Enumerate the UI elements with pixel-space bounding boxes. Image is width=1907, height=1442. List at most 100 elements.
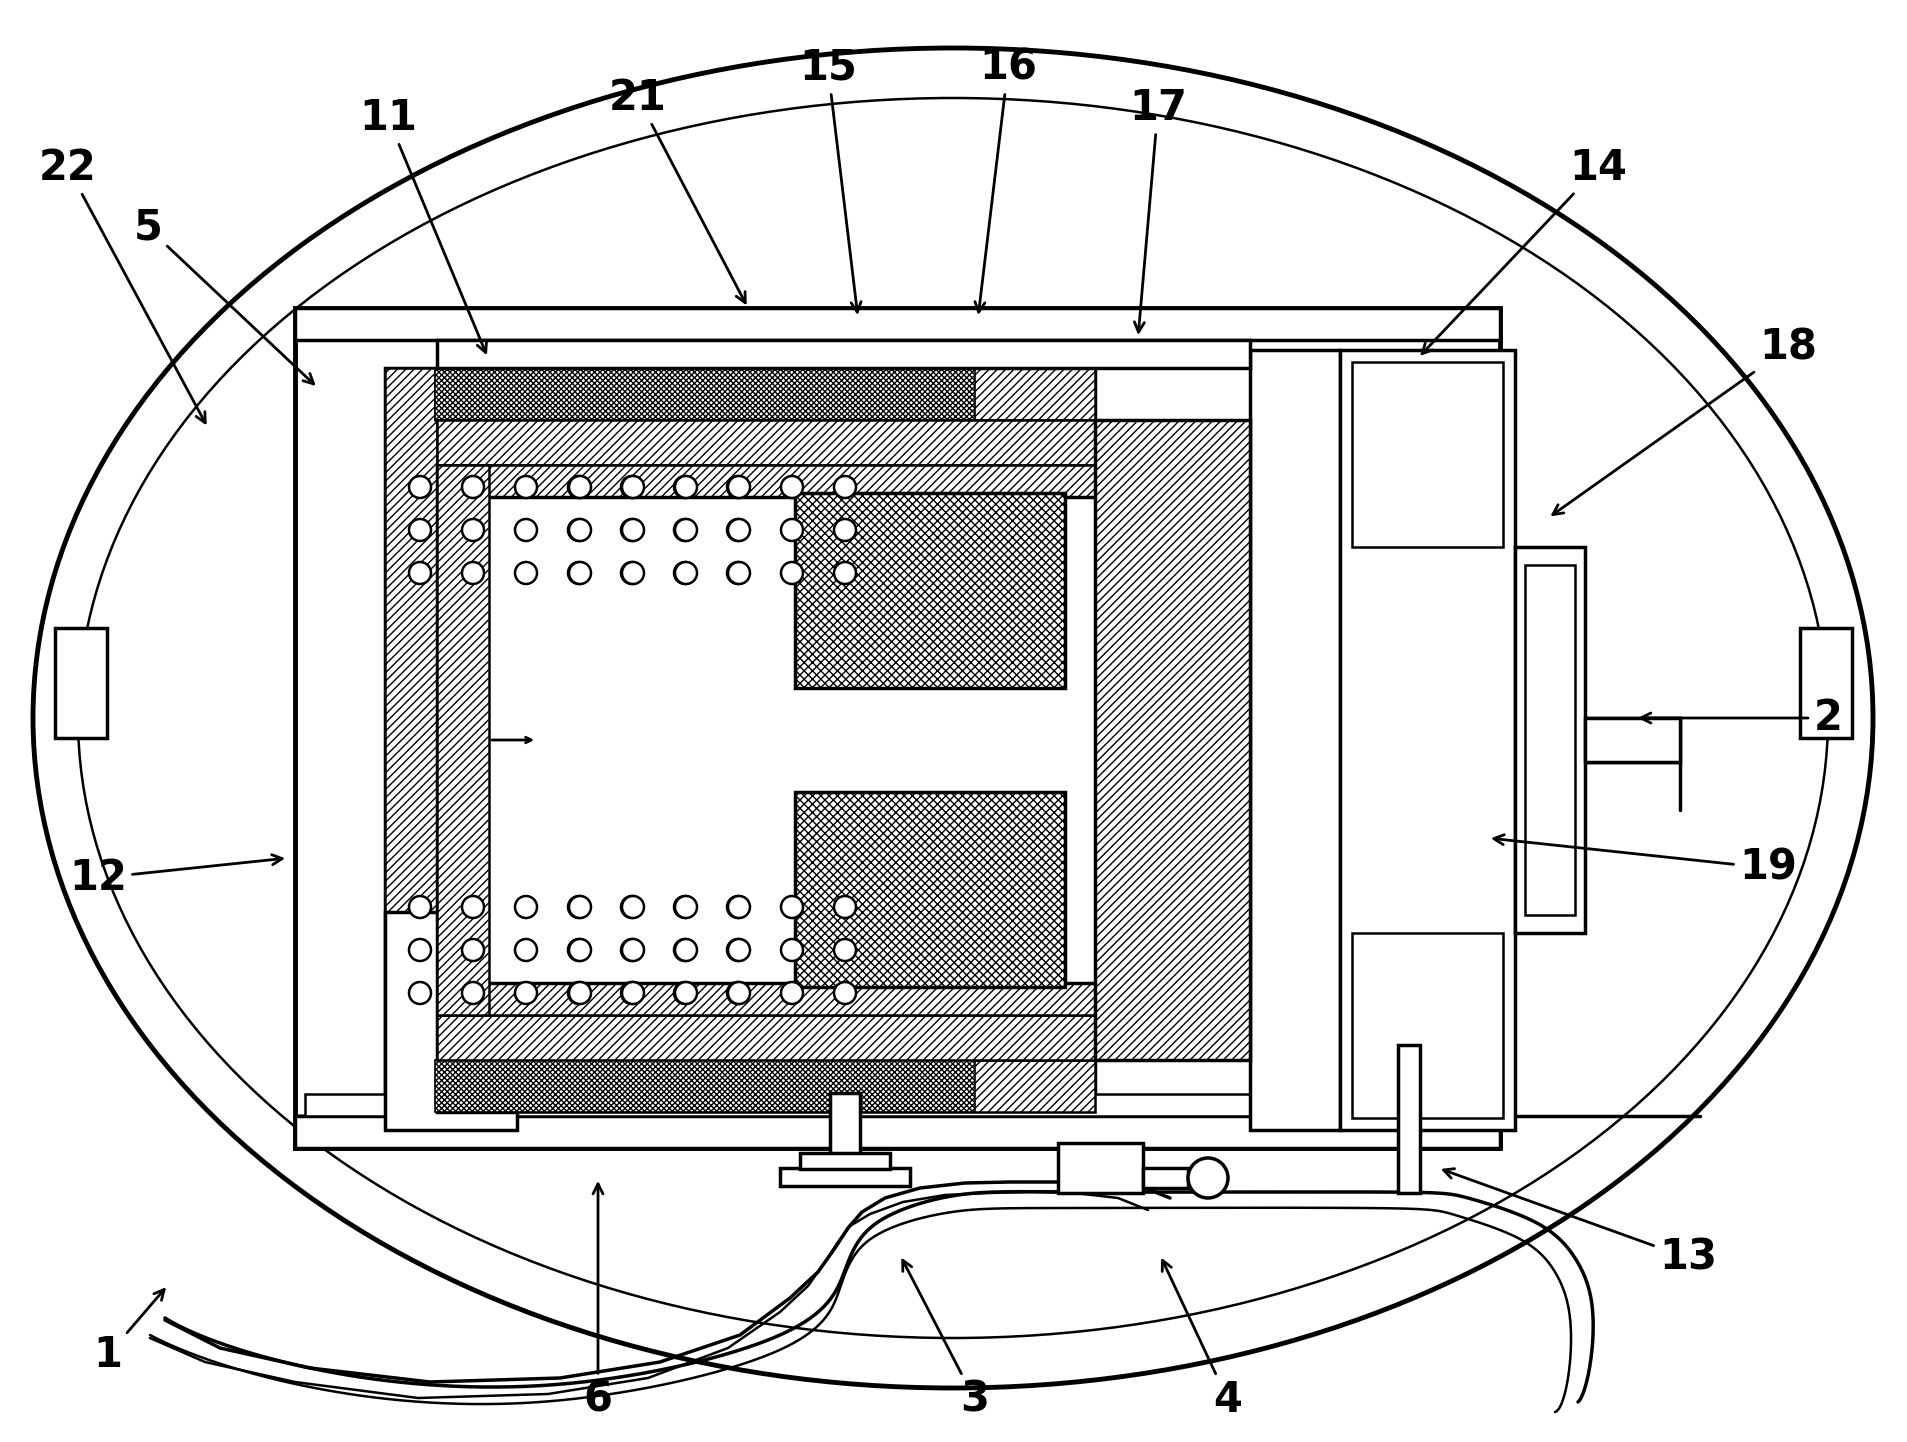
Circle shape [727,982,749,1004]
Bar [1095,420,1249,1060]
Bar [795,493,1064,688]
Circle shape [568,519,591,541]
Circle shape [622,476,643,497]
Circle shape [675,939,696,960]
Bar [795,792,1064,986]
Circle shape [515,939,538,960]
Circle shape [833,476,856,497]
Bar [1352,362,1503,547]
Circle shape [622,895,645,919]
Circle shape [727,939,749,960]
Bar [385,368,1095,1112]
Circle shape [622,519,643,541]
Bar [1352,933,1503,1118]
Bar [437,464,1249,497]
Circle shape [728,895,749,919]
Circle shape [728,939,749,960]
Bar [437,1015,1249,1060]
Circle shape [675,476,696,497]
Bar [1585,718,1680,761]
Circle shape [568,476,589,497]
Bar [780,1168,910,1185]
Circle shape [622,562,643,584]
Circle shape [622,519,645,541]
Circle shape [515,476,538,497]
Circle shape [782,895,803,919]
Text: 11: 11 [359,97,486,352]
Circle shape [408,895,431,919]
Text: 4: 4 [1161,1260,1243,1420]
Text: 2: 2 [1640,696,1842,738]
Bar [437,420,1249,464]
Text: 21: 21 [608,76,746,303]
Bar [1526,565,1575,916]
Circle shape [568,895,589,919]
Bar [1249,350,1341,1131]
Bar [1514,547,1585,933]
Circle shape [833,895,856,919]
Circle shape [461,982,484,1004]
Circle shape [673,939,696,960]
Text: 16: 16 [974,48,1037,311]
Text: 22: 22 [40,147,206,423]
Circle shape [408,939,431,960]
Bar [1058,1144,1142,1193]
Circle shape [408,562,431,584]
Bar [435,368,1095,420]
Circle shape [675,519,696,541]
Circle shape [568,476,591,497]
Circle shape [622,562,645,584]
Text: 6: 6 [584,1184,612,1420]
Circle shape [622,895,643,919]
Circle shape [461,939,484,960]
Bar [435,1060,1095,1112]
Circle shape [568,562,589,584]
Circle shape [568,982,589,1004]
Bar [305,1094,1501,1116]
Bar [435,1060,974,1112]
Bar [437,464,488,1015]
Circle shape [622,476,645,497]
Bar [437,983,1249,1015]
Circle shape [1188,1158,1228,1198]
Circle shape [461,562,484,584]
Bar [437,340,1249,368]
Circle shape [408,519,431,541]
Bar [296,309,1501,340]
Circle shape [568,562,591,584]
Text: 19: 19 [1493,835,1796,890]
Circle shape [461,519,484,541]
Circle shape [675,562,696,584]
Circle shape [782,519,803,541]
Circle shape [673,519,696,541]
Bar [442,497,1140,983]
Circle shape [833,519,856,541]
Bar [1341,350,1514,1131]
Circle shape [515,519,538,541]
Bar [296,1116,1501,1148]
Circle shape [728,562,749,584]
Circle shape [568,939,591,960]
Circle shape [782,562,803,584]
Circle shape [568,895,591,919]
Ellipse shape [32,48,1873,1389]
Circle shape [622,982,645,1004]
Bar [830,1093,860,1178]
Polygon shape [385,911,517,1131]
Circle shape [408,982,431,1004]
Circle shape [622,939,643,960]
Circle shape [568,519,589,541]
Circle shape [728,476,749,497]
Circle shape [727,895,749,919]
Bar [435,368,974,420]
Circle shape [568,982,591,1004]
Bar [437,464,1249,1015]
Circle shape [515,895,538,919]
Bar [1800,629,1852,738]
Bar [55,629,107,738]
Circle shape [675,895,696,919]
Text: 5: 5 [133,208,315,384]
Circle shape [515,562,538,584]
Circle shape [568,939,589,960]
Circle shape [727,519,749,541]
